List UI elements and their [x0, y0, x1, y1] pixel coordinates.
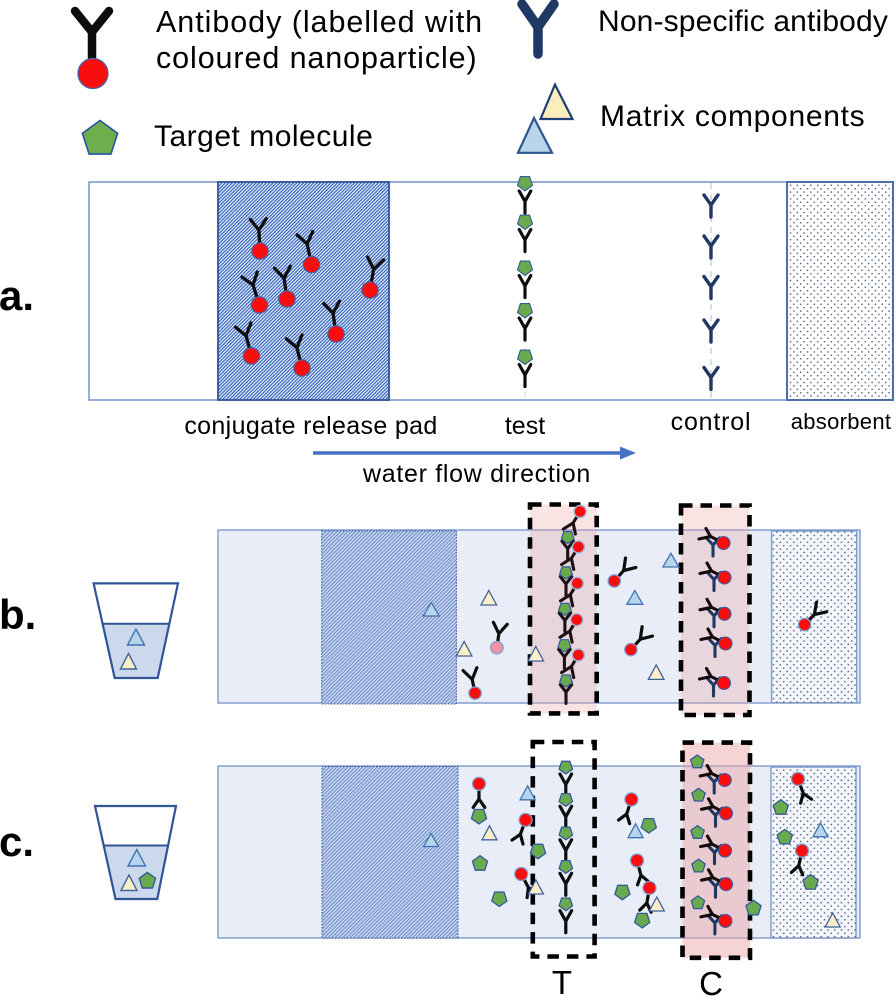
svg-text:C: C: [699, 965, 723, 997]
svg-text:conjugate release pad: conjugate release pad: [184, 412, 437, 440]
svg-text:Matrix components: Matrix components: [600, 100, 865, 133]
svg-text:a.: a.: [0, 272, 34, 319]
svg-text:T: T: [552, 964, 572, 997]
svg-text:control: control: [671, 408, 752, 436]
svg-text:b.: b.: [0, 591, 36, 638]
svg-text:test: test: [505, 412, 545, 440]
svg-text:water flow direction: water flow direction: [362, 460, 591, 488]
svg-text:Target molecule: Target molecule: [154, 120, 373, 153]
svg-text:Non-specific antibody: Non-specific antibody: [598, 5, 888, 38]
svg-text:Antibody (labelled with: Antibody (labelled with: [156, 5, 483, 39]
svg-text:c.: c.: [0, 818, 34, 865]
svg-text:coloured nanoparticle): coloured nanoparticle): [156, 41, 478, 75]
svg-text:absorbent: absorbent: [791, 409, 892, 434]
